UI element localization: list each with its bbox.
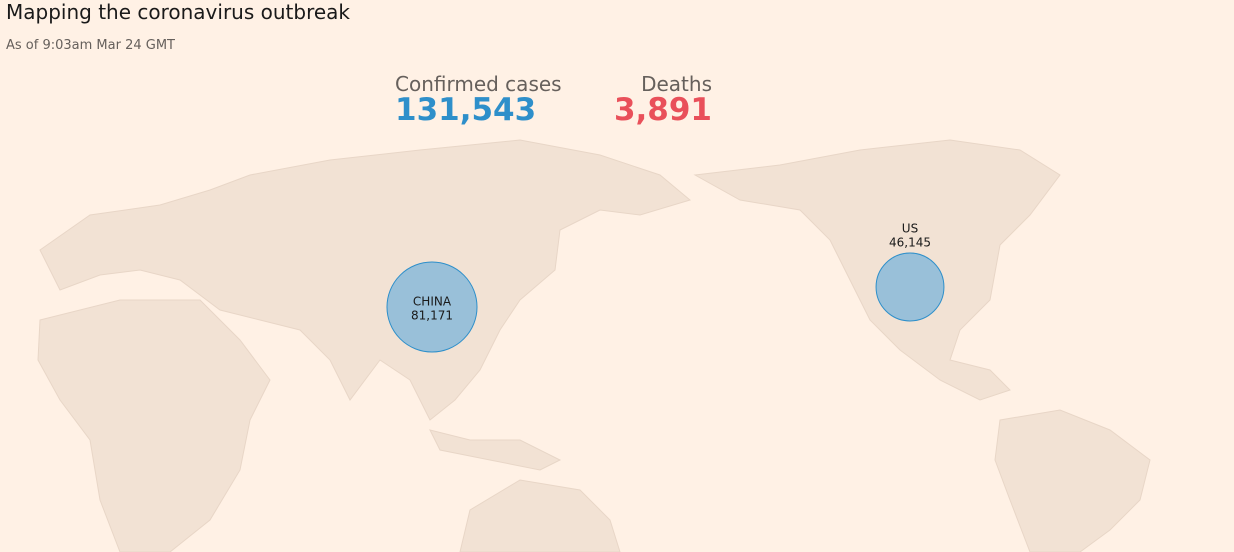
- north-america: [693, 139, 1061, 401]
- land: [37, 139, 1151, 552]
- subtitle: As of 9:03am Mar 24 GMT: [6, 38, 175, 53]
- bubble-name: US: [902, 222, 918, 236]
- bubble: [386, 261, 478, 353]
- southeast-asia: [429, 429, 562, 471]
- stat-label: Deaths: [641, 72, 712, 96]
- south-america: [994, 409, 1151, 552]
- stat-label: Confirmed cases: [395, 72, 562, 96]
- bubble-value: 81,171: [411, 309, 453, 323]
- bubble: [875, 252, 945, 322]
- bubble-name: CHINA: [413, 295, 452, 309]
- bubble-value: 46,145: [889, 236, 931, 250]
- africa: [37, 299, 271, 552]
- stat-value: 3,891: [613, 92, 712, 128]
- stat-value: 131,543: [395, 92, 537, 128]
- australia: [459, 479, 621, 552]
- title: Mapping the coronavirus outbreak: [6, 0, 350, 24]
- eurasia: [39, 139, 692, 421]
